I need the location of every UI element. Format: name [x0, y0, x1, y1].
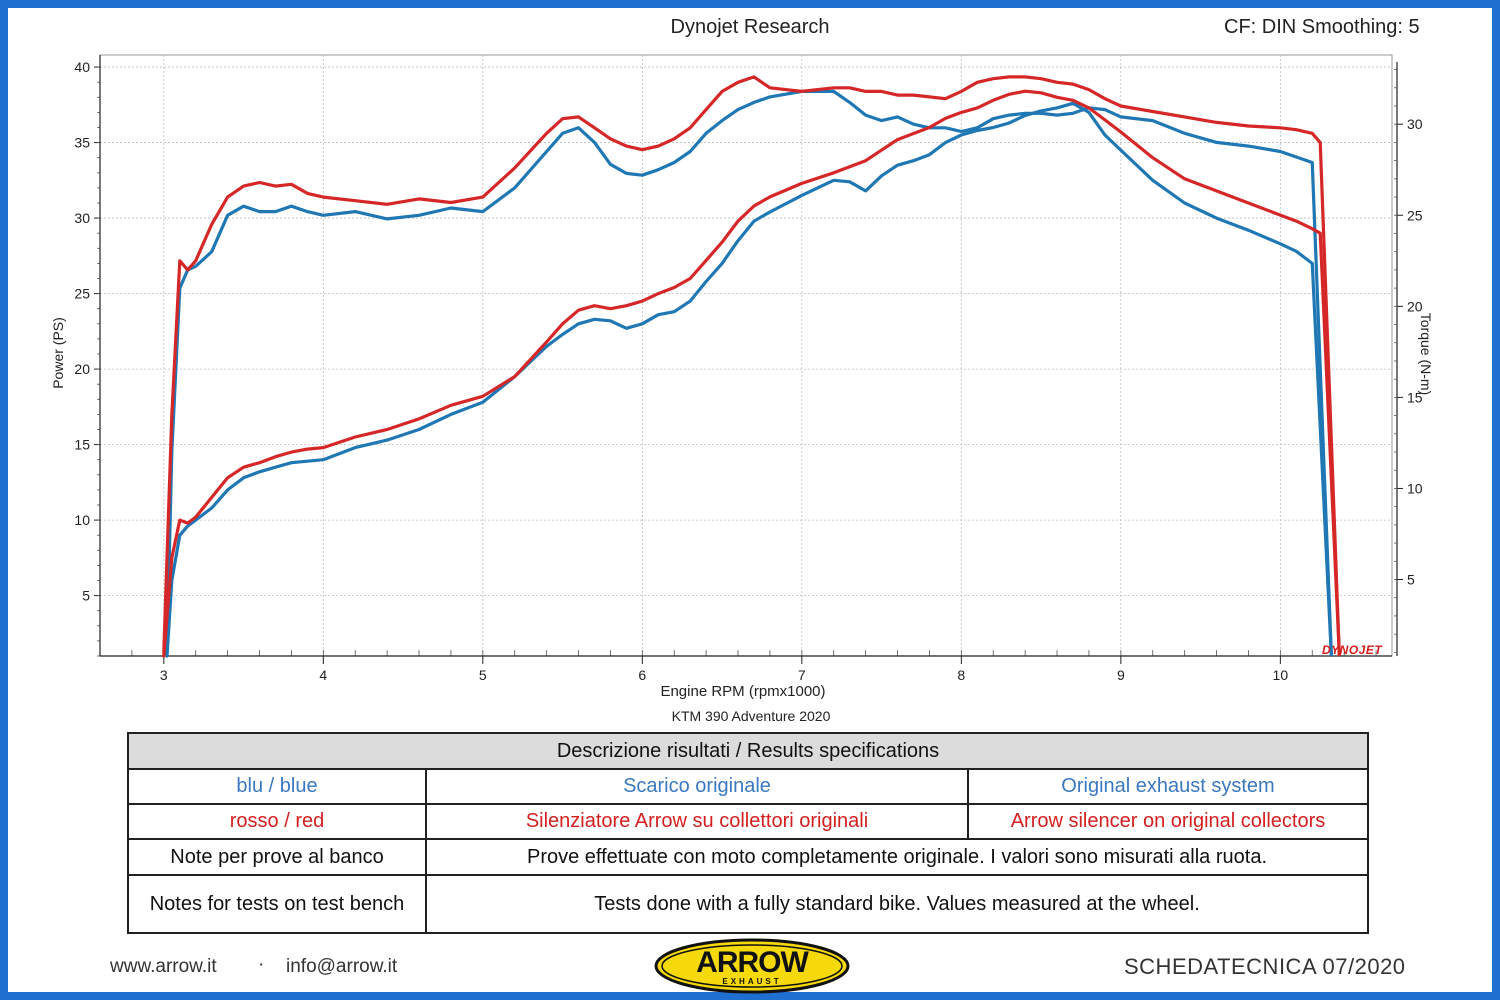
dyno-chart: 5 10 15 20 25 30 35 40 3 4 5 6 7 8 9 10 5 10 15 20 25 30 — [74, 54, 1423, 683]
note-it-label: Note per prove al banco — [127, 838, 427, 876]
y-left-axis-label: Power (PS) — [49, 317, 66, 389]
y-right-tick-label: 15 — [1407, 389, 1423, 405]
datasheet-label: SCHEDATECNICA 07/2020 — [1124, 954, 1406, 979]
y-left-tick-label: 25 — [74, 286, 90, 302]
note-it-text: Prove effettuate con moto completamente … — [425, 838, 1369, 876]
footer-separator: · — [258, 954, 265, 975]
chart-subtitle: KTM 390 Adventure 2020 — [671, 708, 831, 724]
blue-en-cell: Original exhaust system — [967, 768, 1369, 805]
y-right-tick-label: 5 — [1407, 572, 1415, 588]
x-tick-label: 6 — [638, 667, 646, 683]
x-tick-label: 3 — [160, 667, 168, 683]
y-right-tick-label: 25 — [1407, 207, 1423, 223]
table-header-row: Descrizione risultati / Results specific… — [127, 732, 1369, 770]
table-row-red: rosso / red Silenziatore Arrow su collet… — [127, 803, 1369, 840]
y-left-tick-label: 20 — [74, 361, 90, 377]
blue-it-cell: Scarico originale — [425, 768, 969, 805]
series-line-blue-power — [165, 101, 1314, 658]
svg-text:ARROW: ARROW — [696, 946, 809, 979]
x-tick-label: 10 — [1273, 667, 1289, 683]
note-en-text: Tests done with a fully standard bike. V… — [425, 874, 1369, 934]
x-axis-label: Engine RPM (rpmx1000) — [660, 683, 826, 700]
red-en-cell: Arrow silencer on original collectors — [967, 803, 1369, 840]
results-spec-table: Descrizione risultati / Results specific… — [127, 732, 1369, 934]
series-line-red-power — [162, 89, 1322, 658]
table-row-note-en: Notes for tests on test bench Tests done… — [127, 874, 1369, 934]
y-left-tick-label: 30 — [74, 210, 90, 226]
table-row-blue: blu / blue Scarico originale Original ex… — [127, 768, 1369, 805]
y-left-tick-label: 35 — [74, 135, 90, 151]
red-it-cell: Silenziatore Arrow su collettori origina… — [425, 803, 969, 840]
table-header: Descrizione risultati / Results specific… — [127, 732, 1369, 770]
y-left-tick-label: 10 — [74, 512, 90, 528]
red-label-cell: rosso / red — [127, 803, 427, 840]
y-left-tick-label: 40 — [74, 59, 90, 75]
y-left-tick-label: 5 — [82, 588, 90, 604]
series-end-drop — [1318, 142, 1341, 657]
x-tick-label: 8 — [957, 667, 965, 683]
blue-label-cell: blu / blue — [127, 768, 427, 805]
series-line-blue-torque — [165, 89, 1314, 655]
y-left-tick-label: 15 — [74, 437, 90, 453]
cf-smoothing-label: CF: DIN Smoothing: 5 — [1224, 16, 1420, 38]
x-tick-label: 5 — [479, 667, 487, 683]
y-right-tick-label: 20 — [1407, 298, 1423, 314]
y-right-tick-label: 10 — [1407, 480, 1423, 496]
y-right-tick-label: 30 — [1407, 116, 1423, 132]
axis-layer: 5 10 15 20 25 30 35 40 3 4 5 6 7 8 9 10 5 10 15 20 25 30 — [74, 55, 1423, 683]
grid-layer — [99, 54, 1393, 657]
y-right-axis-label: Torque (N-m) — [1418, 312, 1435, 396]
series-line-red-torque — [162, 75, 1322, 655]
svg-text:EXHAUST: EXHAUST — [722, 977, 781, 986]
x-tick-label: 7 — [798, 667, 806, 683]
series-end-drop — [1310, 162, 1333, 657]
x-tick-label: 4 — [319, 667, 327, 683]
arrow-logo: ARROW EXHAUST — [654, 938, 850, 994]
note-en-label: Notes for tests on test bench — [127, 874, 427, 934]
x-tick-label: 9 — [1117, 667, 1125, 683]
dynojet-watermark: DYNOJET — [1322, 643, 1383, 657]
series-layer — [162, 75, 1341, 658]
chart-title: Dynojet Research — [670, 16, 830, 38]
footer-email-link[interactable]: info@arrow.it — [286, 956, 398, 977]
footer-website-link[interactable]: www.arrow.it — [110, 956, 217, 977]
plot-frame — [99, 54, 1393, 657]
table-row-note-it: Note per prove al banco Prove effettuate… — [127, 838, 1369, 876]
